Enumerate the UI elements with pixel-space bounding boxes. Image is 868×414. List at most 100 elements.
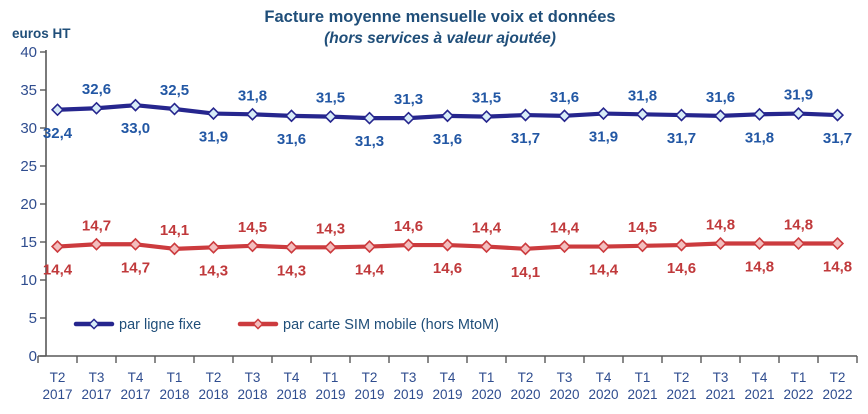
x-axis-year-label: 2021 bbox=[666, 387, 696, 402]
x-axis-year-label: 2019 bbox=[393, 387, 423, 402]
data-point-label: 14,4 bbox=[589, 262, 619, 279]
x-axis-quarter-label: T4 bbox=[752, 370, 768, 385]
x-axis-year-label: 2020 bbox=[549, 387, 579, 402]
x-axis-quarter-label: T2 bbox=[206, 370, 222, 385]
x-axis-quarter-label: T2 bbox=[362, 370, 378, 385]
data-point-label: 31,3 bbox=[394, 91, 423, 108]
data-point-label: 14,6 bbox=[433, 260, 462, 277]
data-point-label: 14,6 bbox=[667, 260, 696, 277]
legend-label: par carte SIM mobile (hors MtoM) bbox=[283, 317, 499, 333]
x-axis-quarter-label: T1 bbox=[791, 370, 807, 385]
data-point-marker bbox=[713, 109, 728, 123]
data-point-label: 31,6 bbox=[277, 131, 306, 148]
legend-item-mobile-sim: par carte SIM mobile (hors MtoM) bbox=[237, 317, 499, 333]
x-axis-quarter-label: T3 bbox=[713, 370, 729, 385]
data-point-label: 31,8 bbox=[745, 129, 774, 146]
y-axis-tick-label: 15 bbox=[20, 234, 37, 251]
x-axis-year-label: 2020 bbox=[588, 387, 618, 402]
data-point-label: 31,6 bbox=[550, 89, 579, 106]
y-axis-tick-label: 25 bbox=[20, 158, 37, 175]
data-point-label: 14,3 bbox=[199, 262, 228, 279]
data-point-label: 14,3 bbox=[277, 262, 306, 279]
data-point-label: 31,3 bbox=[355, 133, 384, 150]
data-series: 32,4 32,6 33,0 32,5 31,9 31,8 31,6 31,5 31,3 31,3… bbox=[43, 81, 852, 281]
data-point-marker bbox=[128, 237, 143, 251]
data-point-marker bbox=[674, 238, 689, 252]
legend-item-fixed-line: par ligne fixe bbox=[73, 317, 201, 333]
legend: par ligne fixe par carte SIM mobile (hors… bbox=[73, 317, 499, 333]
data-point-marker bbox=[830, 108, 845, 122]
x-axis-quarter-label: T4 bbox=[596, 370, 612, 385]
x-axis-year-label: 2020 bbox=[471, 387, 501, 402]
legend-marker-icon bbox=[88, 318, 100, 330]
data-point-marker bbox=[362, 111, 377, 125]
data-point-marker bbox=[791, 236, 806, 251]
data-point-label: 14,1 bbox=[511, 264, 540, 281]
x-axis-year-label: 2019 bbox=[315, 387, 345, 402]
data-point-marker bbox=[596, 107, 611, 121]
x-axis-year-label: 2020 bbox=[510, 387, 540, 402]
data-point-marker bbox=[791, 107, 806, 121]
x-axis-quarter-label: T4 bbox=[128, 370, 144, 385]
data-point-label: 14,5 bbox=[238, 219, 267, 236]
legend-label: par ligne fixe bbox=[119, 317, 201, 333]
data-point-marker bbox=[323, 240, 338, 254]
chart-subtitle: (hors services à valeur ajoutée) bbox=[324, 30, 556, 47]
data-point-label: 14,1 bbox=[160, 222, 189, 239]
data-point-label: 31,9 bbox=[199, 129, 228, 146]
x-axis-year-label: 2017 bbox=[81, 387, 111, 402]
data-point-marker bbox=[557, 240, 572, 254]
data-point-label: 31,7 bbox=[667, 130, 696, 147]
x-axis-year-label: 2019 bbox=[432, 387, 462, 402]
data-point-marker bbox=[479, 110, 494, 124]
data-point-label: 31,5 bbox=[472, 90, 501, 107]
data-point-marker bbox=[89, 101, 104, 115]
y-axis-tick-label: 40 bbox=[20, 44, 37, 61]
data-point-label: 31,9 bbox=[784, 87, 813, 104]
x-axis-year-label: 2017 bbox=[42, 387, 72, 402]
data-point-marker bbox=[167, 102, 182, 116]
data-point-marker bbox=[323, 110, 338, 124]
data-point-label: 31,6 bbox=[433, 131, 462, 148]
data-point-marker bbox=[401, 238, 416, 252]
data-point-marker bbox=[635, 239, 650, 253]
data-point-marker bbox=[830, 236, 845, 251]
data-point-label: 31,7 bbox=[823, 130, 852, 147]
data-point-marker bbox=[284, 109, 299, 123]
data-point-label: 14,8 bbox=[706, 217, 735, 234]
data-point-label: 14,4 bbox=[43, 262, 73, 279]
x-axis-quarter-label: T2 bbox=[518, 370, 534, 385]
data-point-marker bbox=[635, 107, 650, 121]
x-axis-year-label: 2021 bbox=[705, 387, 735, 402]
data-point-marker bbox=[245, 107, 260, 121]
x-axis-quarter-label: T2 bbox=[830, 370, 846, 385]
x-axis-year-label: 2017 bbox=[120, 387, 150, 402]
data-point-marker bbox=[557, 109, 572, 123]
data-point-label: 31,9 bbox=[589, 129, 618, 146]
data-point-marker bbox=[518, 108, 533, 122]
x-axis-year-label: 2022 bbox=[783, 387, 813, 402]
data-point-marker bbox=[206, 240, 221, 254]
x-axis-quarter-label: T4 bbox=[440, 370, 456, 385]
data-point-label: 32,4 bbox=[43, 125, 73, 142]
data-point-marker bbox=[89, 237, 104, 251]
series-fixed-line: 32,4 32,6 33,0 32,5 31,9 31,8 31,6 31,5 31,3 31,3… bbox=[43, 81, 852, 150]
data-point-label: 14,3 bbox=[316, 220, 345, 237]
data-point-label: 32,6 bbox=[82, 81, 111, 98]
data-point-marker bbox=[596, 240, 611, 254]
data-point-label: 31,8 bbox=[238, 87, 267, 104]
data-point-label: 14,7 bbox=[82, 217, 111, 234]
data-point-label: 31,8 bbox=[628, 87, 657, 104]
data-point-marker bbox=[518, 242, 533, 256]
x-axis-year-label: 2018 bbox=[198, 387, 228, 402]
data-point-label: 31,7 bbox=[511, 130, 540, 147]
data-point-marker bbox=[128, 98, 143, 112]
legend-marker-icon bbox=[252, 318, 264, 330]
y-axis-tick-label: 0 bbox=[29, 348, 37, 365]
data-point-marker bbox=[167, 242, 182, 256]
data-point-label: 14,4 bbox=[355, 262, 385, 279]
x-axis-quarter-label: T3 bbox=[401, 370, 417, 385]
y-axis-unit-label: euros HT bbox=[12, 26, 71, 41]
data-point-marker bbox=[206, 107, 221, 121]
data-point-marker bbox=[245, 239, 260, 253]
